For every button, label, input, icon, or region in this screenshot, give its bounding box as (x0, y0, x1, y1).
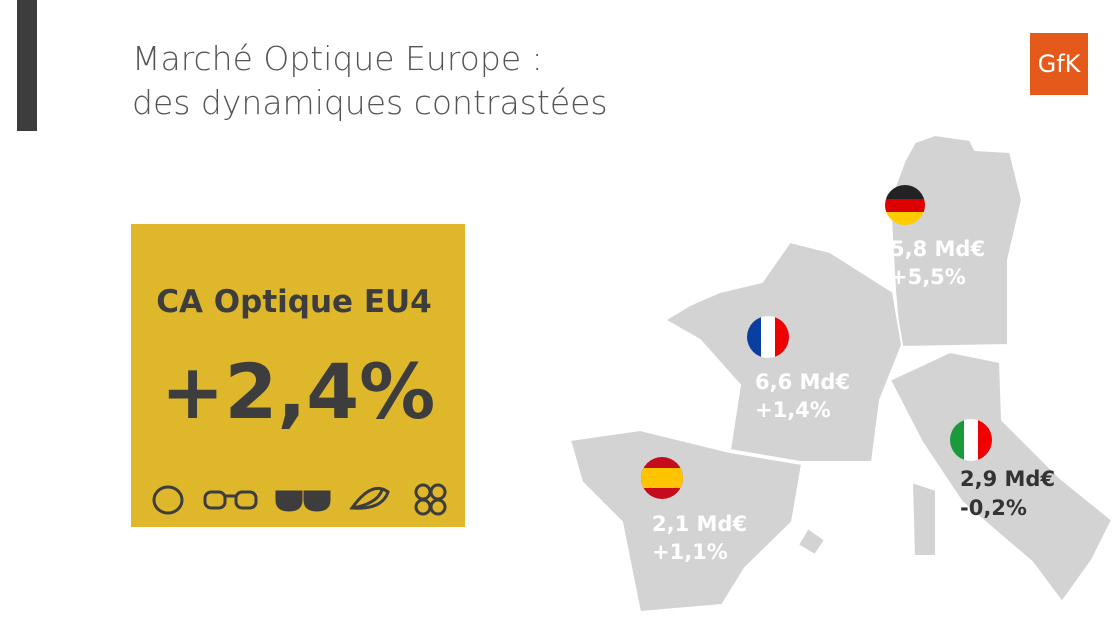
italy (888, 350, 1114, 604)
region-growth: +1,1% (652, 540, 728, 564)
region-growth: -0,2% (960, 496, 1027, 520)
sardinia (910, 480, 937, 557)
region-growth: +1,4% (755, 398, 831, 422)
region-value: 2,9 Md€ (960, 467, 1055, 491)
kpi-label: CA Optique EU4 (156, 284, 432, 320)
flag-it (950, 419, 992, 461)
flag-es (641, 457, 683, 499)
side-bar (17, 0, 37, 131)
region-growth: +5,5% (890, 265, 966, 289)
flag-fr (747, 316, 789, 358)
logo-text: GfK (1038, 50, 1082, 78)
flag-de (885, 185, 925, 225)
product-icons (152, 483, 447, 516)
spain (568, 428, 804, 614)
kpi-box (131, 224, 465, 527)
region-value: 2,1 Md€ (652, 512, 747, 536)
kpi-value: +2,4% (161, 347, 435, 436)
map (568, 133, 1114, 614)
title-line: des dynamiques contrastées (132, 83, 608, 122)
france (663, 240, 904, 463)
region-value: 6,6 Md€ (755, 370, 850, 394)
region-value: 5,8 Md€ (890, 237, 985, 261)
title-line: Marché Optique Europe : (132, 39, 543, 78)
logo (1030, 33, 1088, 95)
corsica (796, 526, 827, 557)
